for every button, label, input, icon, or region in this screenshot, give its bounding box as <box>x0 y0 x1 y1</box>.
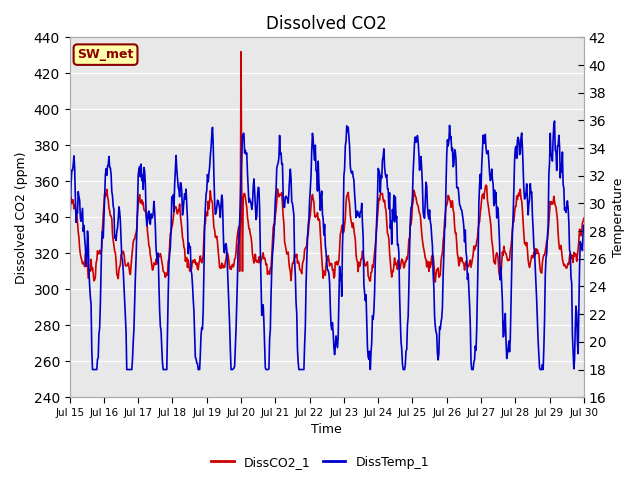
DissTemp_1 <box>66 220 74 226</box>
DissTemp_1 <box>580 222 588 228</box>
DissTemp_1 <box>202 205 209 211</box>
DissTemp_1 <box>534 318 541 324</box>
DissTemp_1 <box>420 214 428 219</box>
DissCO2_1 <box>66 196 74 202</box>
DissCO2_1 <box>431 279 439 285</box>
DissCO2_1 <box>237 49 245 55</box>
Line: DissTemp_1: DissTemp_1 <box>70 121 584 370</box>
DissCO2_1 <box>179 234 186 240</box>
DissTemp_1 <box>369 316 377 322</box>
Y-axis label: Temperature: Temperature <box>612 178 625 257</box>
Line: DissCO2_1: DissCO2_1 <box>70 52 584 282</box>
DissTemp_1 <box>89 367 97 372</box>
DissTemp_1 <box>550 118 558 124</box>
DissCO2_1 <box>420 247 428 252</box>
X-axis label: Time: Time <box>312 423 342 436</box>
DissCO2_1 <box>201 222 209 228</box>
DissCO2_1 <box>319 276 327 281</box>
DissCO2_1 <box>580 216 588 221</box>
DissTemp_1 <box>179 207 187 213</box>
DissTemp_1 <box>319 216 327 222</box>
Legend: DissCO2_1, DissTemp_1: DissCO2_1, DissTemp_1 <box>206 451 434 474</box>
Text: SW_met: SW_met <box>77 48 134 61</box>
DissCO2_1 <box>534 251 542 256</box>
Title: Dissolved CO2: Dissolved CO2 <box>266 15 387 33</box>
DissCO2_1 <box>369 264 377 270</box>
Y-axis label: Dissolved CO2 (ppm): Dissolved CO2 (ppm) <box>15 151 28 284</box>
